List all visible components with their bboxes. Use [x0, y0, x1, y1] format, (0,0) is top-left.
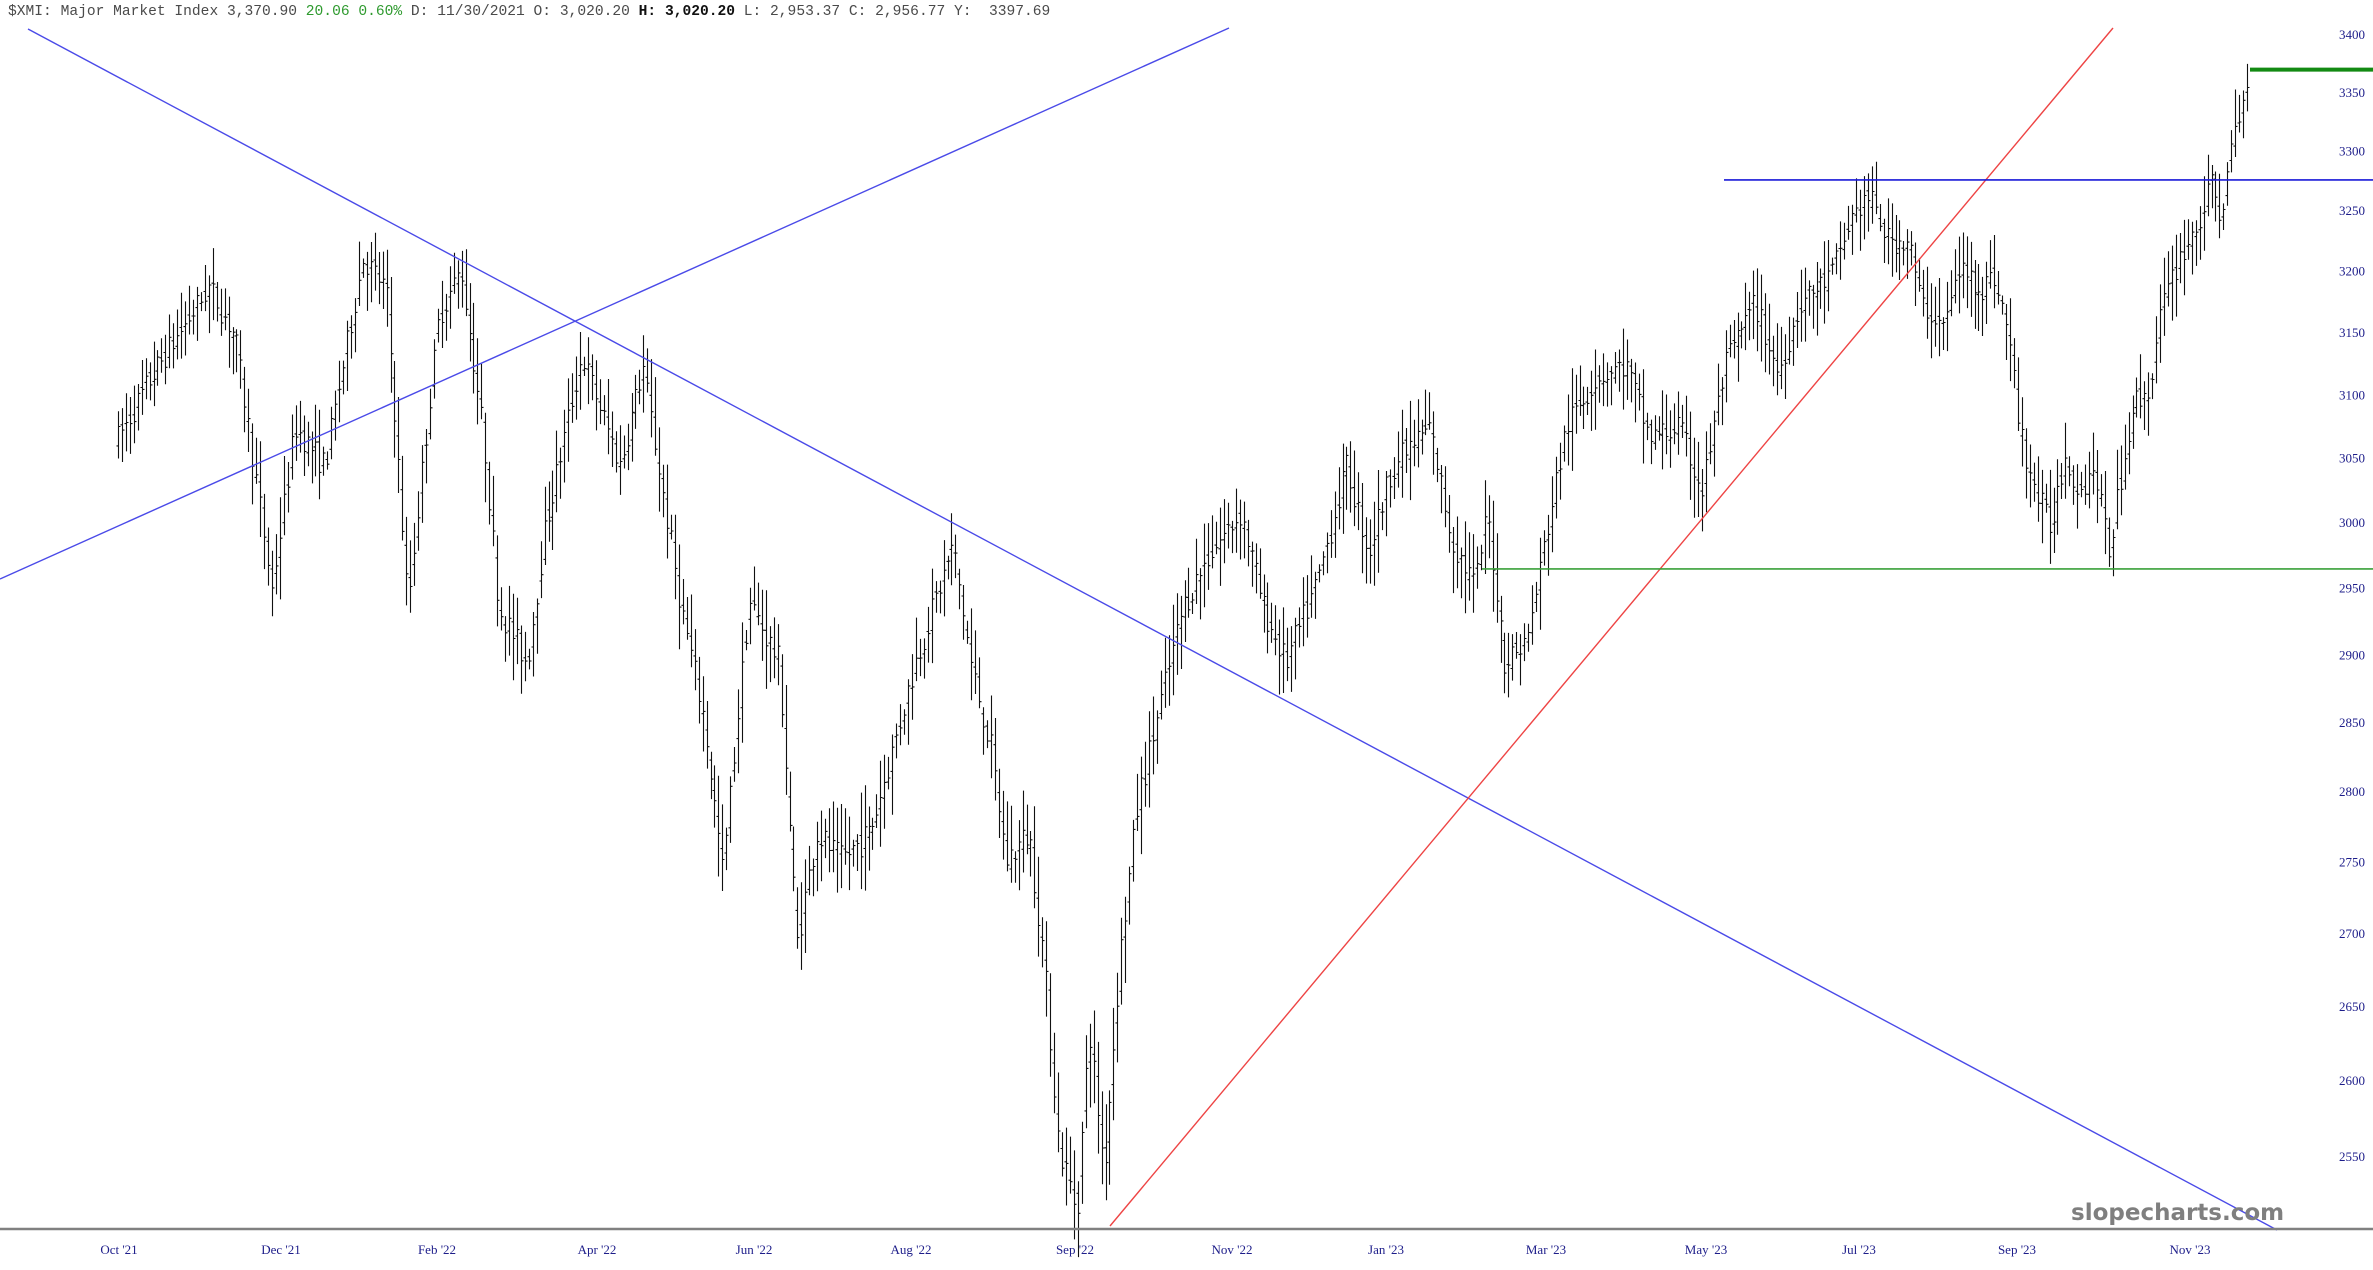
watermark: slopecharts.com — [2071, 1200, 2284, 1226]
y-tick-label: 2650 — [2339, 999, 2365, 1014]
x-tick-label: Sep '22 — [1056, 1242, 1094, 1257]
drawn-annotations[interactable] — [0, 27, 2373, 1231]
date-label: D: — [410, 4, 429, 20]
y-tick-label: 2600 — [2339, 1073, 2365, 1088]
price-change-percent: 0.60% — [358, 4, 403, 20]
x-tick-label: Apr '22 — [578, 1242, 617, 1257]
y-tick-label: 2800 — [2339, 784, 2365, 799]
y-tick-label: 2850 — [2339, 715, 2365, 730]
y-value: 3397.69 — [989, 4, 1051, 20]
x-tick-label: Jun '22 — [736, 1242, 773, 1257]
x-tick-label: Feb '22 — [418, 1242, 456, 1257]
x-tick-label: Mar '23 — [1526, 1242, 1566, 1257]
y-tick-label: 3000 — [2339, 515, 2365, 530]
y-tick-label: 2550 — [2339, 1149, 2365, 1164]
ohlc-bars — [116, 63, 2250, 1258]
y-tick-label: 3300 — [2339, 143, 2365, 158]
y-axis: 3400 3350 3300 3250 3200 3150 3100 3050 3000 2950… — [2339, 27, 2365, 1164]
y-tick-label: 3150 — [2339, 325, 2365, 340]
high-label: H: — [638, 4, 657, 20]
low-value: 2,953.37 — [770, 4, 841, 20]
y-tick-label: 3250 — [2339, 203, 2365, 218]
low-label: L: — [743, 4, 762, 20]
y-tick-label: 2950 — [2339, 581, 2365, 596]
date-value: 11/30/2021 — [437, 4, 525, 20]
ohlc-bar-series — [116, 63, 2250, 1258]
instrument-name: Major Market Index — [60, 4, 219, 20]
open-value: 3,020.20 — [559, 4, 630, 20]
last-price: 3,370.90 — [226, 4, 298, 20]
price-change: 20.06 — [305, 4, 350, 20]
y-tick-label: 3050 — [2339, 451, 2365, 466]
high-value: 3,020.20 — [664, 4, 735, 20]
quote-header: $XMI: Major Market Index 3,370.90 20.06 … — [8, 2, 1050, 22]
x-tick-label: Jul '23 — [1842, 1242, 1876, 1257]
x-tick-label: Sep '23 — [1998, 1242, 2036, 1257]
x-tick-label: Dec '21 — [261, 1242, 301, 1257]
x-tick-label: Jan '23 — [1368, 1242, 1404, 1257]
y-tick-label: 3200 — [2339, 263, 2365, 278]
y-tick-label: 2700 — [2339, 926, 2365, 941]
blue-trendline[interactable] — [0, 27, 1230, 580]
x-tick-label: Nov '23 — [2170, 1242, 2211, 1257]
close-value: 2,956.77 — [875, 4, 946, 20]
close-label: C: — [848, 4, 867, 20]
y-tick-label: 3350 — [2339, 85, 2365, 100]
blue-trendline[interactable] — [27, 28, 2278, 1231]
y-label: Y: — [953, 4, 972, 20]
x-tick-label: May '23 — [1685, 1242, 1727, 1257]
symbol: $XMI: — [8, 4, 52, 20]
y-tick-label: 2750 — [2339, 854, 2365, 869]
y-tick-label: 3100 — [2339, 387, 2365, 402]
x-axis: Oct '21 Dec '21 Feb '22 Apr '22 Jun '22 Aug '… — [100, 1242, 2210, 1257]
x-tick-label: Aug '22 — [891, 1242, 932, 1257]
y-tick-label: 2900 — [2339, 647, 2365, 662]
red-trendline[interactable] — [1109, 27, 2114, 1227]
x-tick-label: Oct '21 — [100, 1242, 137, 1257]
open-label: O: — [533, 4, 552, 20]
y-tick-label: 3400 — [2339, 27, 2365, 42]
x-tick-label: Nov '22 — [1212, 1242, 1253, 1257]
